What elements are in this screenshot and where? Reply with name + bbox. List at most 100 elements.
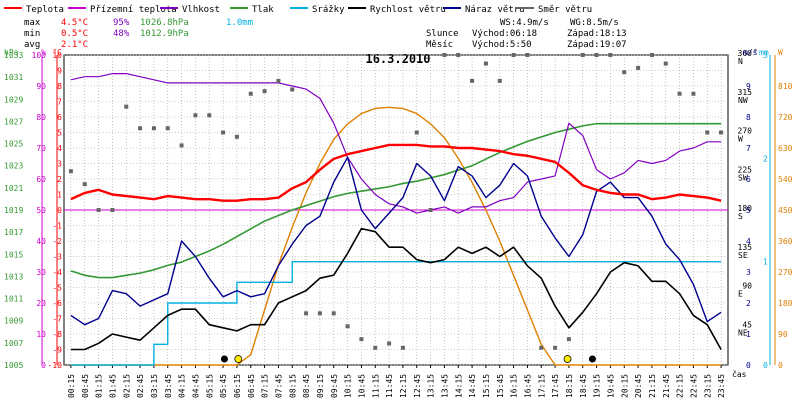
stat-max-temp: 4.5°C xyxy=(61,18,88,28)
wind-direction-point xyxy=(124,105,128,109)
solar-axis-tick: 720 xyxy=(778,113,793,122)
wind-direction-point xyxy=(332,311,336,315)
wind-axis-tick: 2 xyxy=(746,299,751,308)
celsius-axis-tick: 5 xyxy=(57,129,62,138)
wind-direction-point xyxy=(69,169,73,173)
hpa-axis-tick: 1013 xyxy=(4,272,23,281)
statistics-block: max 4.5°C 95% 1026.8hPa 1.0mm min 0.5°C … xyxy=(24,18,253,50)
solar-axis-tick: 630 xyxy=(778,144,793,153)
wind-direction-point xyxy=(373,346,377,350)
wind-direction-point xyxy=(180,143,184,147)
stat-min-humidity: 48% xyxy=(113,29,130,39)
hpa-axis-tick: 1023 xyxy=(4,162,23,171)
x-axis-tick-label: 12:45 xyxy=(413,374,422,398)
x-axis-tick-label: 04:15 xyxy=(178,374,187,398)
x-axis-tick-label: 13:15 xyxy=(427,374,436,398)
legend-item: Rychlost větru xyxy=(370,5,446,15)
series-line-nrazvtru xyxy=(71,157,721,324)
moon-marker-icon xyxy=(589,356,596,363)
solar-axis-tick: 180 xyxy=(778,299,793,308)
percent-axis-tick: 60 xyxy=(36,175,46,184)
celsius-axis-tick: 4 xyxy=(57,144,62,153)
solar-axis-tick: 90 xyxy=(778,330,788,339)
percent-axis-tick: 80 xyxy=(36,113,46,122)
moon-marker-icon xyxy=(221,356,228,363)
wind-direction-point xyxy=(401,346,405,350)
wind-axis-tick: 8 xyxy=(746,113,751,122)
wind-axis-tick: 0 xyxy=(746,361,751,370)
hpa-axis-tick: 1009 xyxy=(4,317,23,326)
x-axis-tick-label: 01:45 xyxy=(108,374,117,398)
x-axis-tick-label: 10:45 xyxy=(357,374,366,398)
x-axis-tick-label: 14:45 xyxy=(468,374,477,398)
hpa-axis-tick: 1027 xyxy=(4,117,23,126)
solar-axis-tick: 810 xyxy=(778,82,793,91)
wind-direction-point xyxy=(138,126,142,130)
x-axis-tick-label: 23:15 xyxy=(703,374,712,398)
x-axis-tick-label: 21:45 xyxy=(662,374,671,398)
legend-item: Tlak xyxy=(252,5,274,15)
axes: hPa1033103110291027102510231021101910171… xyxy=(4,48,793,398)
wind-direction-point xyxy=(415,131,419,135)
stat-max-pressure: 1026.8hPa xyxy=(140,18,189,28)
solar-axis-tick: 0 xyxy=(778,361,783,370)
x-axis-tick-label: 19:15 xyxy=(593,374,602,398)
x-axis-tick-label: 07:15 xyxy=(261,374,270,398)
sun-label: Slunce xyxy=(426,29,459,39)
x-axis-tick-label: 17:15 xyxy=(537,374,546,398)
wind-direction-point xyxy=(470,79,474,83)
wind-direction-point xyxy=(567,337,571,341)
stat-min-label: min xyxy=(24,29,40,39)
wind-axis-tick: 3 xyxy=(746,268,751,277)
wind-direction-point xyxy=(221,131,225,135)
wind-direction-point xyxy=(83,182,87,186)
hpa-axis-tick: 1007 xyxy=(4,339,23,348)
wind-direction-point xyxy=(276,79,280,83)
legend-item: Směr větru xyxy=(538,5,592,15)
solar-axis-tick: 360 xyxy=(778,237,793,246)
x-axis-tick-label: 20:45 xyxy=(634,374,643,398)
wind-direction-point xyxy=(705,131,709,135)
wind-direction-point xyxy=(664,62,668,66)
percent-axis-tick: 100 xyxy=(32,51,47,60)
percent-axis-tick: 40 xyxy=(36,237,46,246)
x-axis-tick-label: 23:45 xyxy=(717,374,726,398)
celsius-axis-tick: 2 xyxy=(57,175,62,184)
series-line-vlhkost xyxy=(71,74,721,214)
hpa-axis-tick: 1021 xyxy=(4,184,23,193)
sunset-time: Západ:18:13 xyxy=(567,29,627,39)
direction-axis-tick: 90 xyxy=(742,282,752,291)
direction-axis-compass: W xyxy=(738,135,743,144)
stat-min-pressure: 1012.9hPa xyxy=(140,29,189,39)
x-axis-tick-label: 08:15 xyxy=(288,374,297,398)
x-axis-tick-label: 06:45 xyxy=(247,374,256,398)
wind-direction-point xyxy=(719,131,723,135)
wind-axis-tick: 9 xyxy=(746,82,751,91)
percent-axis-tick: 70 xyxy=(36,144,46,153)
stat-min-temp: 0.5°C xyxy=(61,29,88,39)
hpa-axis-tick: 1031 xyxy=(4,73,23,82)
sun-marker-icon xyxy=(235,356,242,363)
wind-direction-point xyxy=(110,208,114,212)
x-axis-tick-label: 10:15 xyxy=(344,374,353,398)
celsius-axis-tick: 7 xyxy=(57,98,62,107)
series-line-tlak xyxy=(71,124,721,278)
x-axis-tick-label: 17:45 xyxy=(551,374,560,398)
x-axis-tick-label: 16:45 xyxy=(523,374,532,398)
x-axis-tick-label: 15:45 xyxy=(496,374,505,398)
x-axis-tick-label: 15:15 xyxy=(482,374,491,398)
stat-avg-temp: 2.1°C xyxy=(61,40,88,50)
wind-direction-point xyxy=(456,53,460,57)
solar-axis-tick: 270 xyxy=(778,268,793,277)
moon-label: Měsíc xyxy=(426,40,453,50)
stat-max-humidity: 95% xyxy=(113,18,130,28)
wind-direction-point xyxy=(318,311,322,315)
wind-direction-point xyxy=(498,79,502,83)
hpa-axis-tick: 1029 xyxy=(4,95,23,104)
wind-direction-point xyxy=(595,53,599,57)
stat-max-rain: 1.0mm xyxy=(226,18,253,28)
x-axis-tick-label: 05:45 xyxy=(219,374,228,398)
x-axis-tick-label: 02:45 xyxy=(136,374,145,398)
wind-gust-info: WG:8.5m/s xyxy=(570,18,619,28)
